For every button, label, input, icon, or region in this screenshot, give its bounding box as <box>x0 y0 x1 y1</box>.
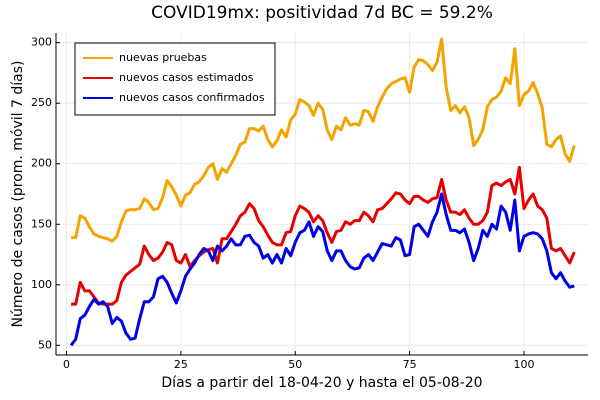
legend-label: nuevos casos confirmados <box>119 91 265 104</box>
x-tick-label: 25 <box>174 358 188 371</box>
x-tick-label: 75 <box>403 358 417 371</box>
legend-label: nuevas pruebas <box>119 51 207 64</box>
y-tick-label: 300 <box>31 36 52 49</box>
y-tick-label: 200 <box>31 157 52 170</box>
x-tick-label: 50 <box>288 358 302 371</box>
series-line <box>71 37 576 243</box>
y-tick-label: 50 <box>38 338 52 351</box>
x-axis-label: Días a partir del 18-04-20 y hasta el 05… <box>161 375 482 391</box>
x-tick-label: 100 <box>513 358 534 371</box>
y-axis-label: Número de casos (prom. móvil 7 días) <box>10 61 26 328</box>
x-tick-label: 0 <box>63 358 70 371</box>
y-tick-label: 150 <box>31 217 52 230</box>
chart-title: COVID19mx: positividad 7d BC = 59.2% <box>151 3 493 23</box>
series-line <box>71 165 576 306</box>
y-tick-label: 100 <box>31 278 52 291</box>
legend-label: nuevos casos estimados <box>119 71 254 84</box>
series-line <box>69 192 575 347</box>
y-tick-label: 250 <box>31 96 52 109</box>
